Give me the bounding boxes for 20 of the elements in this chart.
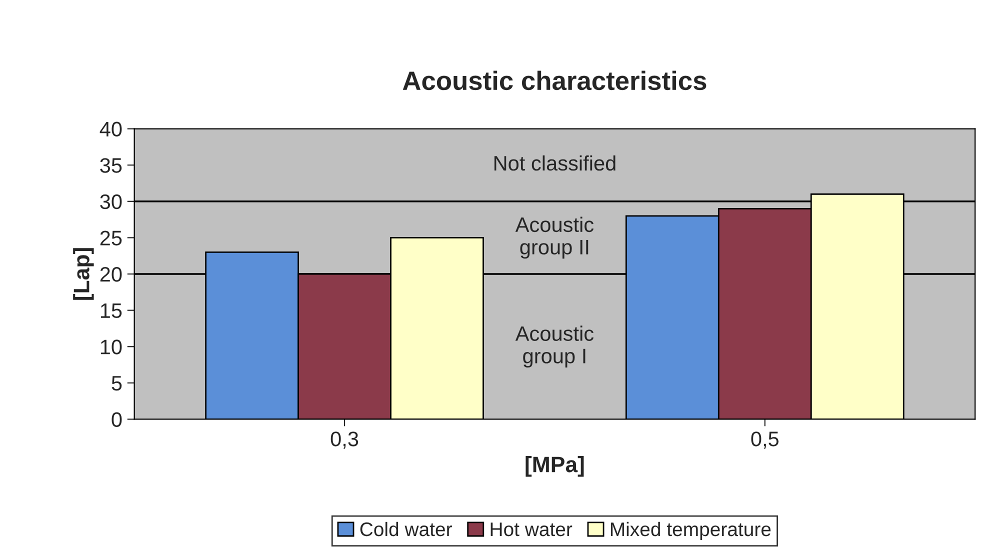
y-tick-label: 0 [112, 412, 122, 427]
x-tick-label: 0,5 [751, 432, 779, 449]
y-tick-label: 20 [100, 267, 122, 282]
y-tick-label: 40 [100, 122, 122, 137]
y-tick-label: 35 [100, 158, 122, 173]
y-tick-label: 25 [100, 230, 122, 246]
legend-label: Mixed temperature [610, 522, 771, 540]
x-axis-title: [MPa] [526, 456, 584, 477]
y-tick-label: 10 [100, 340, 122, 354]
band-label: Acoustic group II [515, 216, 594, 259]
y-axis-title: [Lap] [73, 248, 94, 300]
band-label: Not classified [494, 155, 616, 171]
legend-label: Cold water [360, 522, 452, 536]
legend-label: Hot water [490, 522, 572, 536]
x-tick-label: 0,3 [330, 432, 358, 449]
chart-title: Acoustic characteristics [402, 70, 706, 90]
y-tick-label: 15 [100, 304, 122, 318]
band-label: Acoustic group I [515, 326, 594, 368]
y-tick-label: 5 [112, 376, 122, 391]
y-tick-label: 30 [100, 194, 122, 210]
